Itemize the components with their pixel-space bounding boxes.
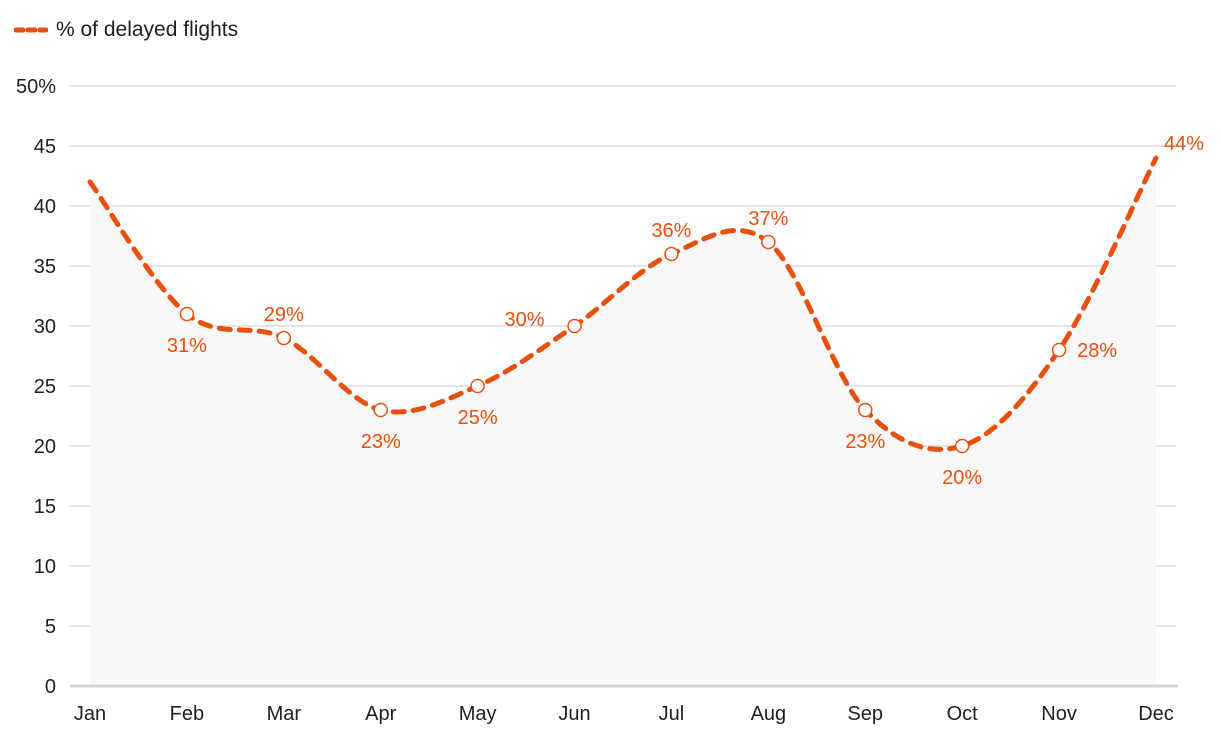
x-tick-label: Apr [365, 703, 396, 725]
data-point [664, 246, 679, 262]
y-tick-label: 30 [34, 316, 56, 338]
y-tick-label: 45 [34, 136, 56, 158]
y-tick-label: 20 [34, 436, 56, 458]
x-tick-label: Sep [847, 703, 883, 725]
y-tick-label: 40 [34, 196, 56, 218]
x-axis-ticks: Jan Feb Mar Apr May Jun Jul Aug Sep Oct Nov Dec [74, 703, 1174, 725]
x-tick-label: May [459, 703, 497, 725]
x-tick-label: Jul [659, 703, 685, 725]
data-label: 28% [1077, 340, 1117, 362]
x-tick-label: Oct [947, 703, 979, 725]
data-label: 23% [361, 431, 401, 453]
data-point [761, 234, 776, 250]
data-point [954, 438, 970, 454]
x-tick-label: Dec [1138, 703, 1174, 725]
data-labels: 31% 29% 23% 25% 30% 36% 37% 23% 20% 28% 44% [167, 133, 1204, 489]
data-label: 30% [505, 309, 545, 331]
data-label: 37% [748, 208, 788, 230]
legend-label: % of delayed flights [56, 18, 239, 41]
x-tick-label: Nov [1041, 703, 1077, 725]
legend: % of delayed flights [14, 16, 238, 44]
y-tick-label: 0 [45, 676, 56, 698]
data-label: 29% [264, 304, 304, 326]
y-tick-label: 10 [34, 556, 56, 578]
data-point [373, 402, 388, 418]
data-label: 31% [167, 335, 207, 357]
x-tick-label: Jan [74, 703, 106, 725]
data-label: 25% [458, 407, 498, 429]
data-points [179, 234, 1067, 454]
y-tick-label: 25 [34, 376, 56, 398]
x-tick-label: Feb [170, 703, 204, 725]
y-tick-label: 5 [45, 616, 56, 638]
data-point [179, 306, 195, 322]
x-tick-label: Jun [558, 703, 590, 725]
series-line [87, 155, 1159, 452]
y-tick-label: 35 [34, 256, 56, 278]
data-point [1051, 342, 1067, 358]
data-label: 23% [845, 431, 885, 453]
data-label: 44% [1164, 133, 1204, 155]
area-fill [90, 158, 1156, 686]
y-tick-label: 50% [16, 76, 56, 98]
data-label: 36% [651, 220, 691, 242]
data-point [470, 378, 485, 394]
data-label: 20% [942, 467, 982, 489]
y-tick-label: 15 [34, 496, 56, 518]
data-point [567, 318, 582, 334]
x-tick-label: Aug [751, 703, 787, 725]
data-point [858, 402, 873, 418]
x-tick-label: Mar [267, 703, 302, 725]
legend-swatch [14, 27, 48, 33]
y-axis-ticks: 0 5 10 15 20 25 30 35 40 45 50% [16, 76, 56, 698]
data-point [276, 330, 292, 346]
